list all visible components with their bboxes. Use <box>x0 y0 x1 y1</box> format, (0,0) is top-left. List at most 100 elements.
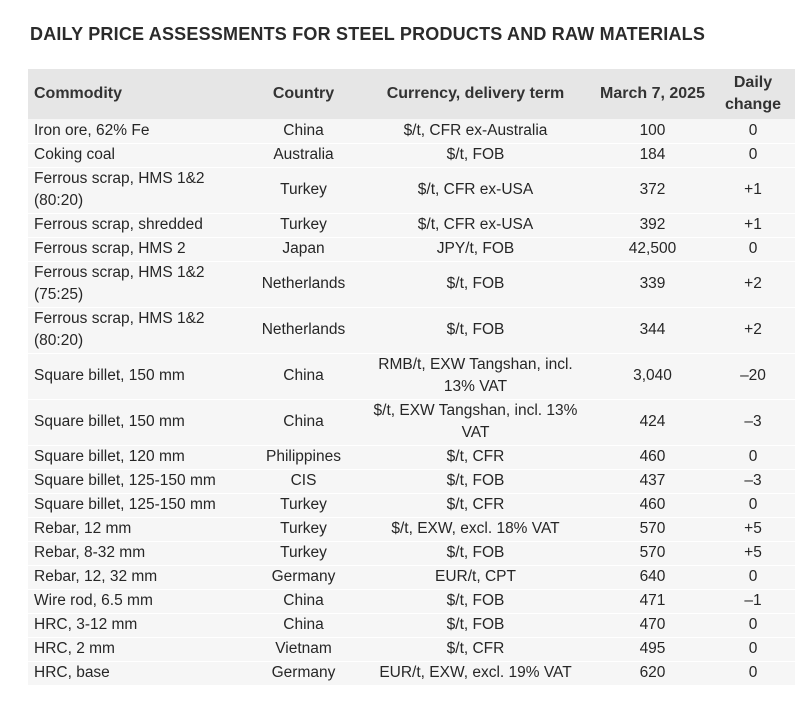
currency-cell: $/t, FOB <box>446 145 505 163</box>
header-country: Country <box>272 85 335 102</box>
country-cell: CIS <box>290 471 317 489</box>
price-cell: 3,040 <box>633 366 672 384</box>
commodity-cell: Ferrous scrap, HMS 1&2 (75:25) <box>34 263 205 304</box>
table-row: Coking coal Australia $/t, FOB 184 0 <box>28 143 795 167</box>
currency-cell: $/t, CFR ex-Australia <box>403 121 548 139</box>
daily-change-cell: 0 <box>748 447 758 465</box>
country-cell: Turkey <box>280 543 327 561</box>
daily-change-cell: +1 <box>744 180 762 198</box>
price-cell: 570 <box>639 519 666 537</box>
table-row: Rebar, 12 mm Turkey $/t, EXW, excl. 18% VA… <box>28 517 795 541</box>
commodity-cell: Square billet, 150 mm <box>34 412 185 430</box>
commodity-cell: Ferrous scrap, shredded <box>34 215 203 233</box>
daily-change-cell: 0 <box>748 239 758 257</box>
country-cell: Australia <box>273 145 334 163</box>
daily-change-cell: 0 <box>748 495 758 513</box>
currency-cell: $/t, FOB <box>446 274 505 292</box>
country-cell: Turkey <box>280 180 327 198</box>
table-row: Square billet, 125-150 mm Turkey $/t, CFR 4… <box>28 493 795 517</box>
country-cell: Germany <box>271 567 336 585</box>
table-row: Ferrous scrap, HMS 1&2 (80:20) Turkey $/t,… <box>28 167 795 213</box>
daily-change-cell: –3 <box>744 471 762 489</box>
country-cell: China <box>283 615 324 633</box>
commodity-cell: Ferrous scrap, HMS 2 <box>34 239 186 257</box>
country-cell: China <box>283 121 324 139</box>
commodity-cell: Square billet, 125-150 mm <box>34 495 216 513</box>
page-title: DAILY PRICE ASSESSMENTS FOR STEEL PRODUC… <box>30 24 706 44</box>
table-body: Iron ore, 62% Fe China $/t, CFR ex-Austral… <box>28 119 795 685</box>
table-row: Rebar, 8-32 mm Turkey $/t, FOB 570 +5 <box>28 541 795 565</box>
commodity-cell: Rebar, 12 mm <box>34 519 132 537</box>
currency-cell: $/t, CFR <box>446 495 505 513</box>
currency-cell: EUR/t, EXW, excl. 19% VAT <box>379 663 572 681</box>
table-row: Square billet, 150 mm China RMB/t, EXW Tan… <box>28 353 795 399</box>
header-daily-change: Daily change <box>724 74 781 113</box>
price-cell: 100 <box>639 121 666 139</box>
price-cell: 372 <box>639 180 666 198</box>
header-commodity: Commodity <box>34 85 122 102</box>
currency-cell: $/t, FOB <box>446 591 505 609</box>
country-cell: China <box>283 591 324 609</box>
price-cell: 460 <box>639 447 666 465</box>
currency-cell: RMB/t, EXW Tangshan, incl. 13% VAT <box>378 355 573 396</box>
price-cell: 495 <box>639 639 666 657</box>
commodity-cell: HRC, base <box>34 663 110 681</box>
table-row: HRC, 3-12 mm China $/t, FOB 470 0 <box>28 613 795 637</box>
country-cell: Germany <box>271 663 336 681</box>
daily-change-cell: 0 <box>748 145 758 163</box>
currency-cell: $/t, EXW, excl. 18% VAT <box>391 519 560 537</box>
currency-cell: $/t, FOB <box>446 471 505 489</box>
table-row: Rebar, 12, 32 mm Germany EUR/t, CPT 640 0 <box>28 565 795 589</box>
daily-change-cell: 0 <box>748 121 758 139</box>
country-cell: Turkey <box>280 215 327 233</box>
price-cell: 620 <box>639 663 666 681</box>
table-row: Ferrous scrap, HMS 2 Japan JPY/t, FOB 42,50… <box>28 237 795 261</box>
currency-cell: $/t, CFR ex-USA <box>417 180 534 198</box>
price-cell: 392 <box>639 215 666 233</box>
price-cell: 640 <box>639 567 666 585</box>
daily-change-cell: 0 <box>748 639 758 657</box>
table-row: Square billet, 150 mm China $/t, EXW Tangs… <box>28 399 795 445</box>
price-cell: 471 <box>639 591 666 609</box>
daily-change-cell: +2 <box>744 320 762 338</box>
commodity-cell: Square billet, 120 mm <box>34 447 185 465</box>
table-row: Ferrous scrap, HMS 1&2 (75:25) Netherland… <box>28 261 795 307</box>
price-cell: 424 <box>639 412 666 430</box>
currency-cell: $/t, EXW Tangshan, incl. 13% VAT <box>373 401 578 442</box>
daily-change-cell: –1 <box>744 591 762 609</box>
commodity-cell: Rebar, 8-32 mm <box>34 543 146 561</box>
table-row: Ferrous scrap, shredded Turkey $/t, CFR ex… <box>28 213 795 237</box>
currency-cell: EUR/t, CPT <box>435 567 516 585</box>
country-cell: Philippines <box>266 447 341 465</box>
table-row: Square billet, 120 mm Philippines $/t, CFR… <box>28 445 795 469</box>
country-cell: China <box>283 412 324 430</box>
currency-cell: $/t, CFR <box>446 447 505 465</box>
commodity-cell: Iron ore, 62% Fe <box>34 121 150 139</box>
price-cell: 570 <box>639 543 666 561</box>
commodity-cell: HRC, 3-12 mm <box>34 615 138 633</box>
commodity-cell: Rebar, 12, 32 mm <box>34 567 158 585</box>
currency-cell: $/t, CFR ex-USA <box>417 215 534 233</box>
country-cell: Japan <box>282 239 325 257</box>
country-cell: Vietnam <box>275 639 332 657</box>
table-row: Wire rod, 6.5 mm China $/t, FOB 471 –1 <box>28 589 795 613</box>
currency-cell: $/t, FOB <box>446 320 505 338</box>
price-cell: 344 <box>639 320 666 338</box>
currency-cell: $/t, FOB <box>446 543 505 561</box>
country-cell: Netherlands <box>261 274 346 292</box>
commodity-cell: HRC, 2 mm <box>34 639 115 657</box>
table-row: Ferrous scrap, HMS 1&2 (80:20) Netherland… <box>28 307 795 353</box>
header-currency: Currency, delivery term <box>386 85 565 102</box>
country-cell: Turkey <box>280 495 327 513</box>
price-cell: 470 <box>639 615 666 633</box>
table-header-row: Commodity Country Currency, delivery ter… <box>28 69 795 119</box>
commodity-cell: Ferrous scrap, HMS 1&2 (80:20) <box>34 169 205 210</box>
price-cell: 42,500 <box>628 239 677 257</box>
commodity-cell: Square billet, 150 mm <box>34 366 185 384</box>
country-cell: China <box>283 366 324 384</box>
commodity-cell: Coking coal <box>34 145 115 163</box>
daily-change-cell: +5 <box>744 543 762 561</box>
commodity-cell: Square billet, 125-150 mm <box>34 471 216 489</box>
currency-cell: $/t, FOB <box>446 615 505 633</box>
table-row: Square billet, 125-150 mm CIS $/t, FOB 437 –… <box>28 469 795 493</box>
